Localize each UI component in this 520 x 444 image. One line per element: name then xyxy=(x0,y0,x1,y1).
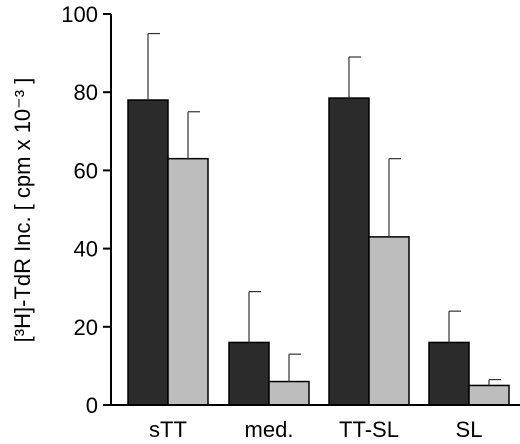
y-tick-label: 60 xyxy=(74,158,98,183)
error-bars-layer xyxy=(147,32,501,386)
bars-layer xyxy=(127,97,510,406)
y-tick-label: 20 xyxy=(74,315,98,340)
bar-series2-med. xyxy=(268,380,310,406)
bar-series2-TT-SL xyxy=(368,236,410,406)
x-ticks: sTT med. TT-SL SL xyxy=(149,417,482,442)
bar-series1-sTT xyxy=(127,99,169,406)
y-tick-label: 80 xyxy=(74,80,98,105)
y-ticks: 0 20 40 60 80 100 xyxy=(61,2,111,418)
x-tick-label: med. xyxy=(245,417,294,442)
bar-series1-TT-SL xyxy=(328,97,370,406)
y-axis-title: [³H]-TdR Inc. [ cpm x 10⁻³ ] xyxy=(10,78,35,343)
bar-series1-SL xyxy=(428,341,470,406)
bar-series2-sTT xyxy=(167,157,209,406)
y-tick-label: 100 xyxy=(61,2,98,27)
x-tick-label: TT-SL xyxy=(339,417,399,442)
bar-series1-med. xyxy=(228,341,270,406)
x-tick-label: sTT xyxy=(149,417,187,442)
y-tick-label: 40 xyxy=(74,237,98,262)
bar-series2-SL xyxy=(468,384,510,406)
y-tick-label: 0 xyxy=(86,393,98,418)
x-tick-label: SL xyxy=(456,417,483,442)
